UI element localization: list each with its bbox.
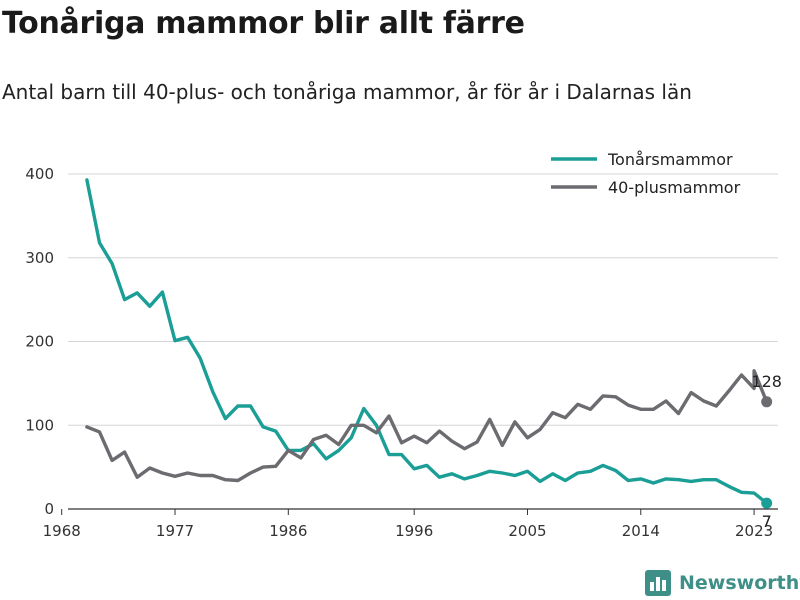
x-tick-label-2005: 2005 [508, 522, 546, 540]
series-end-label-0: 7 [762, 512, 772, 531]
y-axis-ticks: 0 100 200 300 400 [25, 165, 54, 518]
x-tick-label-1968: 1968 [43, 522, 81, 540]
brand-logo: Newsworthy [645, 570, 800, 596]
x-tick-label-1986: 1986 [269, 522, 307, 540]
brand-name: Newsworthy [679, 572, 800, 594]
series-end-label-1: 128 [751, 372, 782, 391]
y-tick-label-200: 200 [25, 333, 54, 351]
series-line-0 [85, 178, 769, 505]
series-lines [85, 178, 769, 505]
chart-title: Tonåriga mammor blir allt färre [2, 6, 525, 41]
y-tick-label-0: 0 [44, 500, 54, 518]
series-line-1 [85, 369, 769, 483]
legend: Tonårsmammor 40-plusmammor [551, 150, 741, 197]
series-endpoint-1 [761, 396, 773, 408]
x-tick-label-2014: 2014 [622, 522, 660, 540]
gridlines [68, 173, 778, 426]
x-tick-label-2023: 2023 [735, 522, 773, 540]
y-tick-label-400: 400 [25, 165, 54, 183]
legend-label-1: 40-plusmammor [608, 178, 741, 197]
x-tick-label-1977: 1977 [156, 522, 194, 540]
series-endpoints: 7 128 [751, 372, 782, 531]
legend-label-0: Tonårsmammor [607, 150, 733, 169]
y-tick-label-100: 100 [25, 416, 54, 434]
bar-chart-logo-icon [645, 570, 671, 596]
series-endpoint-0 [761, 497, 773, 509]
x-tick-label-1996: 1996 [395, 522, 433, 540]
x-axis: 1968 1977 1986 1996 2005 2014 2023 [43, 508, 778, 540]
chart-subtitle: Antal barn till 40-plus- och tonåriga ma… [2, 80, 692, 104]
y-tick-label-300: 300 [25, 249, 54, 267]
